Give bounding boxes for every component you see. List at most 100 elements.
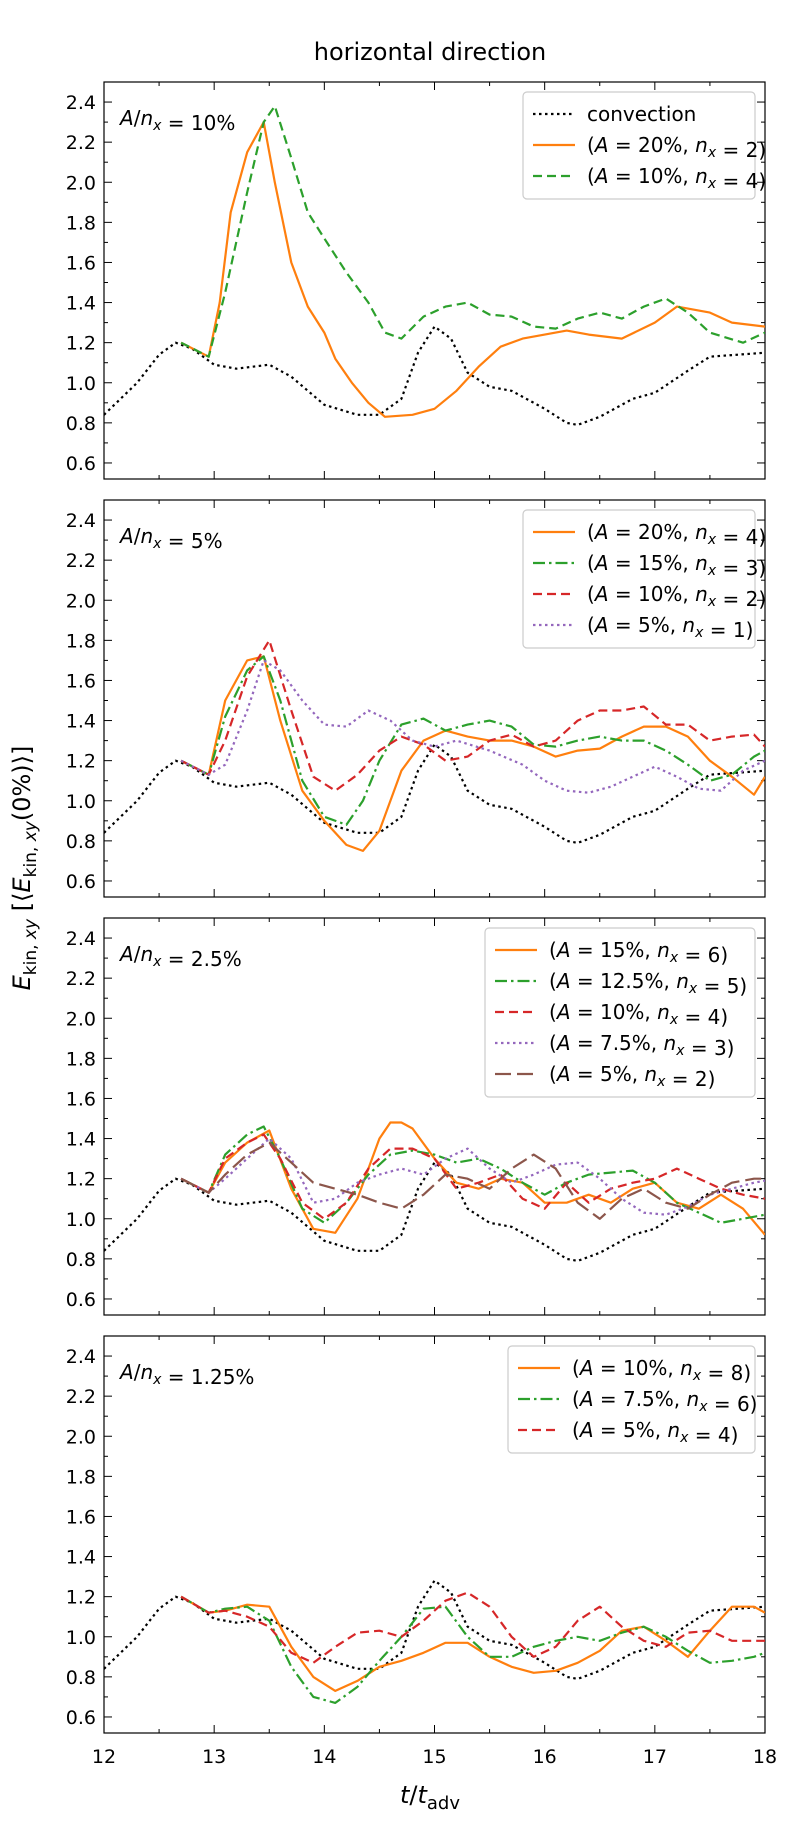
series-line-2: [180, 104, 765, 358]
x-tick-label: 13: [202, 1746, 226, 1768]
y-tick-label: 0.8: [66, 1249, 96, 1271]
svg-text:t/tadv: t/tadv: [400, 1781, 460, 1814]
y-tick-label: 1.4: [66, 1547, 96, 1569]
legend-entry: (A = 10%, nx = 2): [587, 582, 766, 611]
y-tick-label: 0.6: [66, 871, 96, 893]
y-tick-label: 1.0: [66, 1627, 96, 1649]
legend-entry: (A = 12.5%, nx = 5): [549, 969, 747, 998]
y-tick-label: 1.0: [66, 1209, 96, 1231]
panel-label: A/nx = 10%: [118, 106, 235, 135]
y-tick-label: 2.2: [66, 968, 96, 990]
y-tick-label: 2.4: [66, 928, 96, 950]
panel-label: A/nx = 5%: [118, 524, 223, 553]
y-tick-label: 1.2: [66, 751, 96, 773]
y-tick-label: 1.2: [66, 1169, 96, 1191]
x-tick-label: 12: [92, 1746, 116, 1768]
tick-marks: [103, 918, 766, 1315]
series-lines: [104, 639, 765, 853]
y-tick-label: 1.4: [66, 293, 96, 315]
y-tick-label: 1.6: [66, 1506, 96, 1528]
series-line-3: [180, 1133, 765, 1220]
legend-box: [484, 927, 756, 1098]
panels: 0.6 0.8 1.0 1.2 1.4 1.6 1.8 2.0 2.2 2.4 A/nx = 10%…: [66, 81, 777, 1768]
legend-entry: (A = 7.5%, nx = 6): [572, 1387, 757, 1416]
y-tick-label: 2.2: [66, 132, 96, 154]
legend-entry: (A = 10%, nx = 4): [549, 1000, 728, 1029]
y-tick-label: 0.6: [66, 1289, 96, 1311]
y-axis-title: Ekin, xy [⟨Ekin, xy(0%)⟩]: [8, 746, 41, 991]
y-tick-label: 2.0: [66, 1008, 96, 1030]
y-tick-label: 0.6: [66, 1707, 96, 1729]
y-tick-label: 1.4: [66, 711, 96, 733]
series-line-convection: [104, 1579, 765, 1681]
series-lines: [104, 1121, 765, 1263]
legend-entry: (A = 20%, nx = 2): [587, 133, 766, 162]
x-tick-label: 18: [753, 1746, 777, 1768]
panel-3: 0.6 0.8 1.0 1.2 1.4 1.6 1.8 2.0 2.2 2.4 A/nx = 2.5…: [66, 917, 766, 1316]
y-tick-label: 1.6: [66, 252, 96, 274]
series-line-3: [180, 1591, 765, 1664]
series-line-convection: [104, 743, 765, 845]
legend-entry: convection: [587, 102, 696, 126]
x-tick-label: 16: [533, 1746, 557, 1768]
panel-label: A/nx = 2.5%: [118, 942, 242, 971]
y-tick-label: 1.6: [66, 1088, 96, 1110]
legend: (A = 10%, nx = 8)(A = 7.5%, nx = 6)(A = …: [507, 1345, 757, 1454]
svg-text:Ekin, xy [⟨Ekin, xy(0%)⟩]: Ekin, xy [⟨Ekin, xy(0%)⟩]: [8, 746, 41, 991]
series-line-2: [180, 1125, 765, 1224]
y-tick-label: 0.8: [66, 1667, 96, 1689]
y-tick-label: 1.8: [66, 212, 96, 234]
y-tick-label: 0.6: [66, 453, 96, 475]
y-tick-label: 1.8: [66, 630, 96, 652]
series-line-1: [180, 1121, 765, 1236]
y-tick-label: 2.0: [66, 172, 96, 194]
x-axis-title: t/tadv: [400, 1781, 460, 1814]
panel-2: 0.6 0.8 1.0 1.2 1.4 1.6 1.8 2.0 2.2 2.4 A/nx = 5% (…: [66, 499, 766, 898]
legend-entry: (A = 5%, nx = 1): [587, 613, 753, 642]
tick-marks: [103, 82, 766, 479]
legend: (A = 20%, nx = 4)(A = 15%, nx = 3)(A = 1…: [522, 509, 766, 649]
tick-marks: [103, 1336, 766, 1733]
legend-box: [522, 509, 756, 649]
series-line-4: [180, 1137, 765, 1216]
series-lines: [104, 1579, 765, 1705]
x-tick-label: 14: [312, 1746, 336, 1768]
y-tick-label: 1.2: [66, 1587, 96, 1609]
legend: (A = 15%, nx = 6)(A = 12.5%, nx = 5)(A =…: [484, 927, 756, 1098]
y-tick-label: 1.8: [66, 1048, 96, 1070]
legend-entry: (A = 10%, nx = 4): [587, 164, 766, 193]
series-line-convection: [104, 1161, 765, 1263]
legend-entry: (A = 7.5%, nx = 3): [549, 1031, 734, 1060]
series-line-3: [180, 639, 765, 792]
legend-box: [507, 1345, 756, 1454]
panel-label: A/nx = 1.25%: [118, 1360, 254, 1389]
legend-entry: (A = 15%, nx = 6): [549, 938, 728, 967]
series-line-1: [180, 1595, 765, 1693]
y-tick-label: 1.2: [66, 333, 96, 355]
y-tick-label: 2.4: [66, 92, 96, 114]
y-tick-label: 0.8: [66, 413, 96, 435]
y-tick-label: 1.4: [66, 1129, 96, 1151]
y-tick-label: 2.0: [66, 1426, 96, 1448]
series-lines: [104, 104, 765, 426]
y-tick-label: 2.0: [66, 590, 96, 612]
legend-entry: (A = 5%, nx = 2): [549, 1062, 715, 1091]
y-tick-label: 2.2: [66, 550, 96, 572]
legend: convection (A = 20%, nx = 2)(A = 10%, nx …: [522, 91, 766, 200]
y-tick-label: 1.6: [66, 670, 96, 692]
y-tick-label: 1.0: [66, 791, 96, 813]
y-tick-label: 1.0: [66, 373, 96, 395]
legend-box: [522, 91, 756, 200]
legend-entry: (A = 15%, nx = 3): [587, 551, 766, 580]
figure-title: horizontal direction: [314, 38, 547, 66]
series-line-1: [180, 120, 765, 418]
legend-entry: (A = 10%, nx = 8): [572, 1356, 751, 1385]
panel-1: 0.6 0.8 1.0 1.2 1.4 1.6 1.8 2.0 2.2 2.4 A/nx = 10%…: [66, 81, 766, 480]
legend-entry: (A = 20%, nx = 4): [587, 520, 766, 549]
y-tick-label: 1.8: [66, 1466, 96, 1488]
series-line-4: [180, 659, 765, 794]
legend-entry: (A = 5%, nx = 4): [572, 1418, 738, 1447]
x-tick-label: 17: [643, 1746, 667, 1768]
y-tick-label: 2.2: [66, 1386, 96, 1408]
y-tick-label: 0.8: [66, 831, 96, 853]
